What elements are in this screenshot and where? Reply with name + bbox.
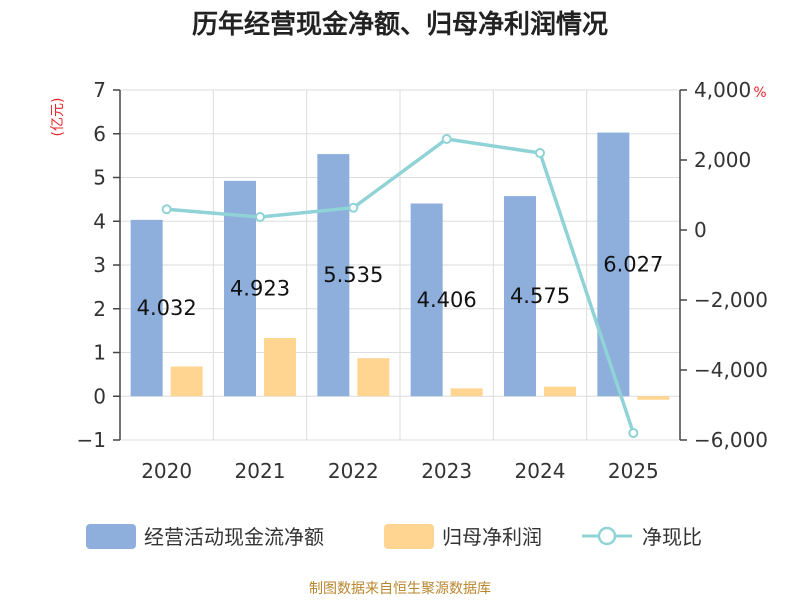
grid-layer [120,89,680,441]
legend-marker-ratio [597,526,617,546]
line-layer [161,134,639,438]
axes-layer: 7 6 5 4 3 2 1 0 −1 4,000 2,000 0 −2,000 −4,000 −6,000 2… [77,78,769,483]
point-ratio [535,148,545,158]
point-ratio [441,134,452,144]
right-axis-tick-label: −4,000 [694,358,768,382]
bar-cashflow [130,219,163,397]
point-ratio [161,204,172,215]
legend-swatch-netprofit [384,524,434,549]
legend-label-netprofit: 归母净利润 [442,525,542,549]
data-label-cashflow: 4.032 [137,296,197,320]
bar-netprofit [637,396,670,400]
left-axis-tick-label: 4 [93,209,106,233]
right-axis-tick-label: −6,000 [694,428,768,452]
x-axis-tick-label: 2024 [515,459,566,483]
data-label-cashflow: 6.027 [603,252,663,276]
point-ratio [628,428,639,438]
x-axis-tick-label: 2021 [235,459,286,483]
labels-layer: 4.032 4.923 5.535 4.406 4.575 6.027 [137,252,664,320]
left-axis-tick-label: 0 [93,384,106,408]
right-axis-tick-label: −2,000 [694,288,768,312]
bar-netprofit [170,366,203,397]
bar-cashflow [410,203,443,397]
right-axis-unit: % [753,85,766,101]
left-axis-tick-label: 6 [93,122,106,146]
data-label-cashflow: 4.923 [230,277,290,301]
x-axis-tick-label: 2023 [421,459,472,483]
right-axis-tick-label: 2,000 [694,148,751,172]
left-axis-unit: (亿元) [50,98,66,137]
line-ratio [166,137,635,434]
data-label-cashflow: 4.575 [510,284,570,308]
x-axis-tick-label: 2020 [141,459,192,483]
right-axis-tick-label: 0 [694,218,707,242]
bar-netprofit [450,388,483,397]
legend-label-ratio: 净现比 [642,525,702,549]
bar-netprofit [357,358,390,397]
right-axis-tick-label: 4,000 [694,78,751,102]
bar-cashflow [597,132,630,397]
left-axis-tick-label: 3 [93,253,106,277]
left-axis-tick-label: 2 [93,297,106,321]
point-ratio [255,212,265,223]
point-ratio [348,202,359,213]
legend-label-cashflow: 经营活动现金流净额 [144,525,324,549]
left-axis-tick-label: −1 [77,428,106,452]
bars-layer [130,132,670,400]
source-note: 制图数据来自恒生聚源数据库 [309,581,491,597]
data-label-cashflow: 4.406 [417,288,477,312]
data-label-cashflow: 5.535 [323,263,383,287]
left-axis-tick-label: 1 [93,341,106,365]
bar-netprofit [264,338,296,397]
bar-cashflow [317,154,350,397]
legend-swatch-cashflow [86,524,136,549]
chart-title: 历年经营现金净额、归母净利润情况 [192,9,608,40]
left-axis-tick-label: 7 [93,78,106,102]
left-axis-tick-label: 5 [93,166,106,190]
bar-netprofit [544,386,576,397]
bar-cashflow [504,196,536,397]
x-axis-tick-label: 2022 [328,459,379,483]
x-axis-tick-label: 2025 [608,459,659,483]
legend: 经营活动现金流净额 归母净利润 净现比 [86,524,702,549]
